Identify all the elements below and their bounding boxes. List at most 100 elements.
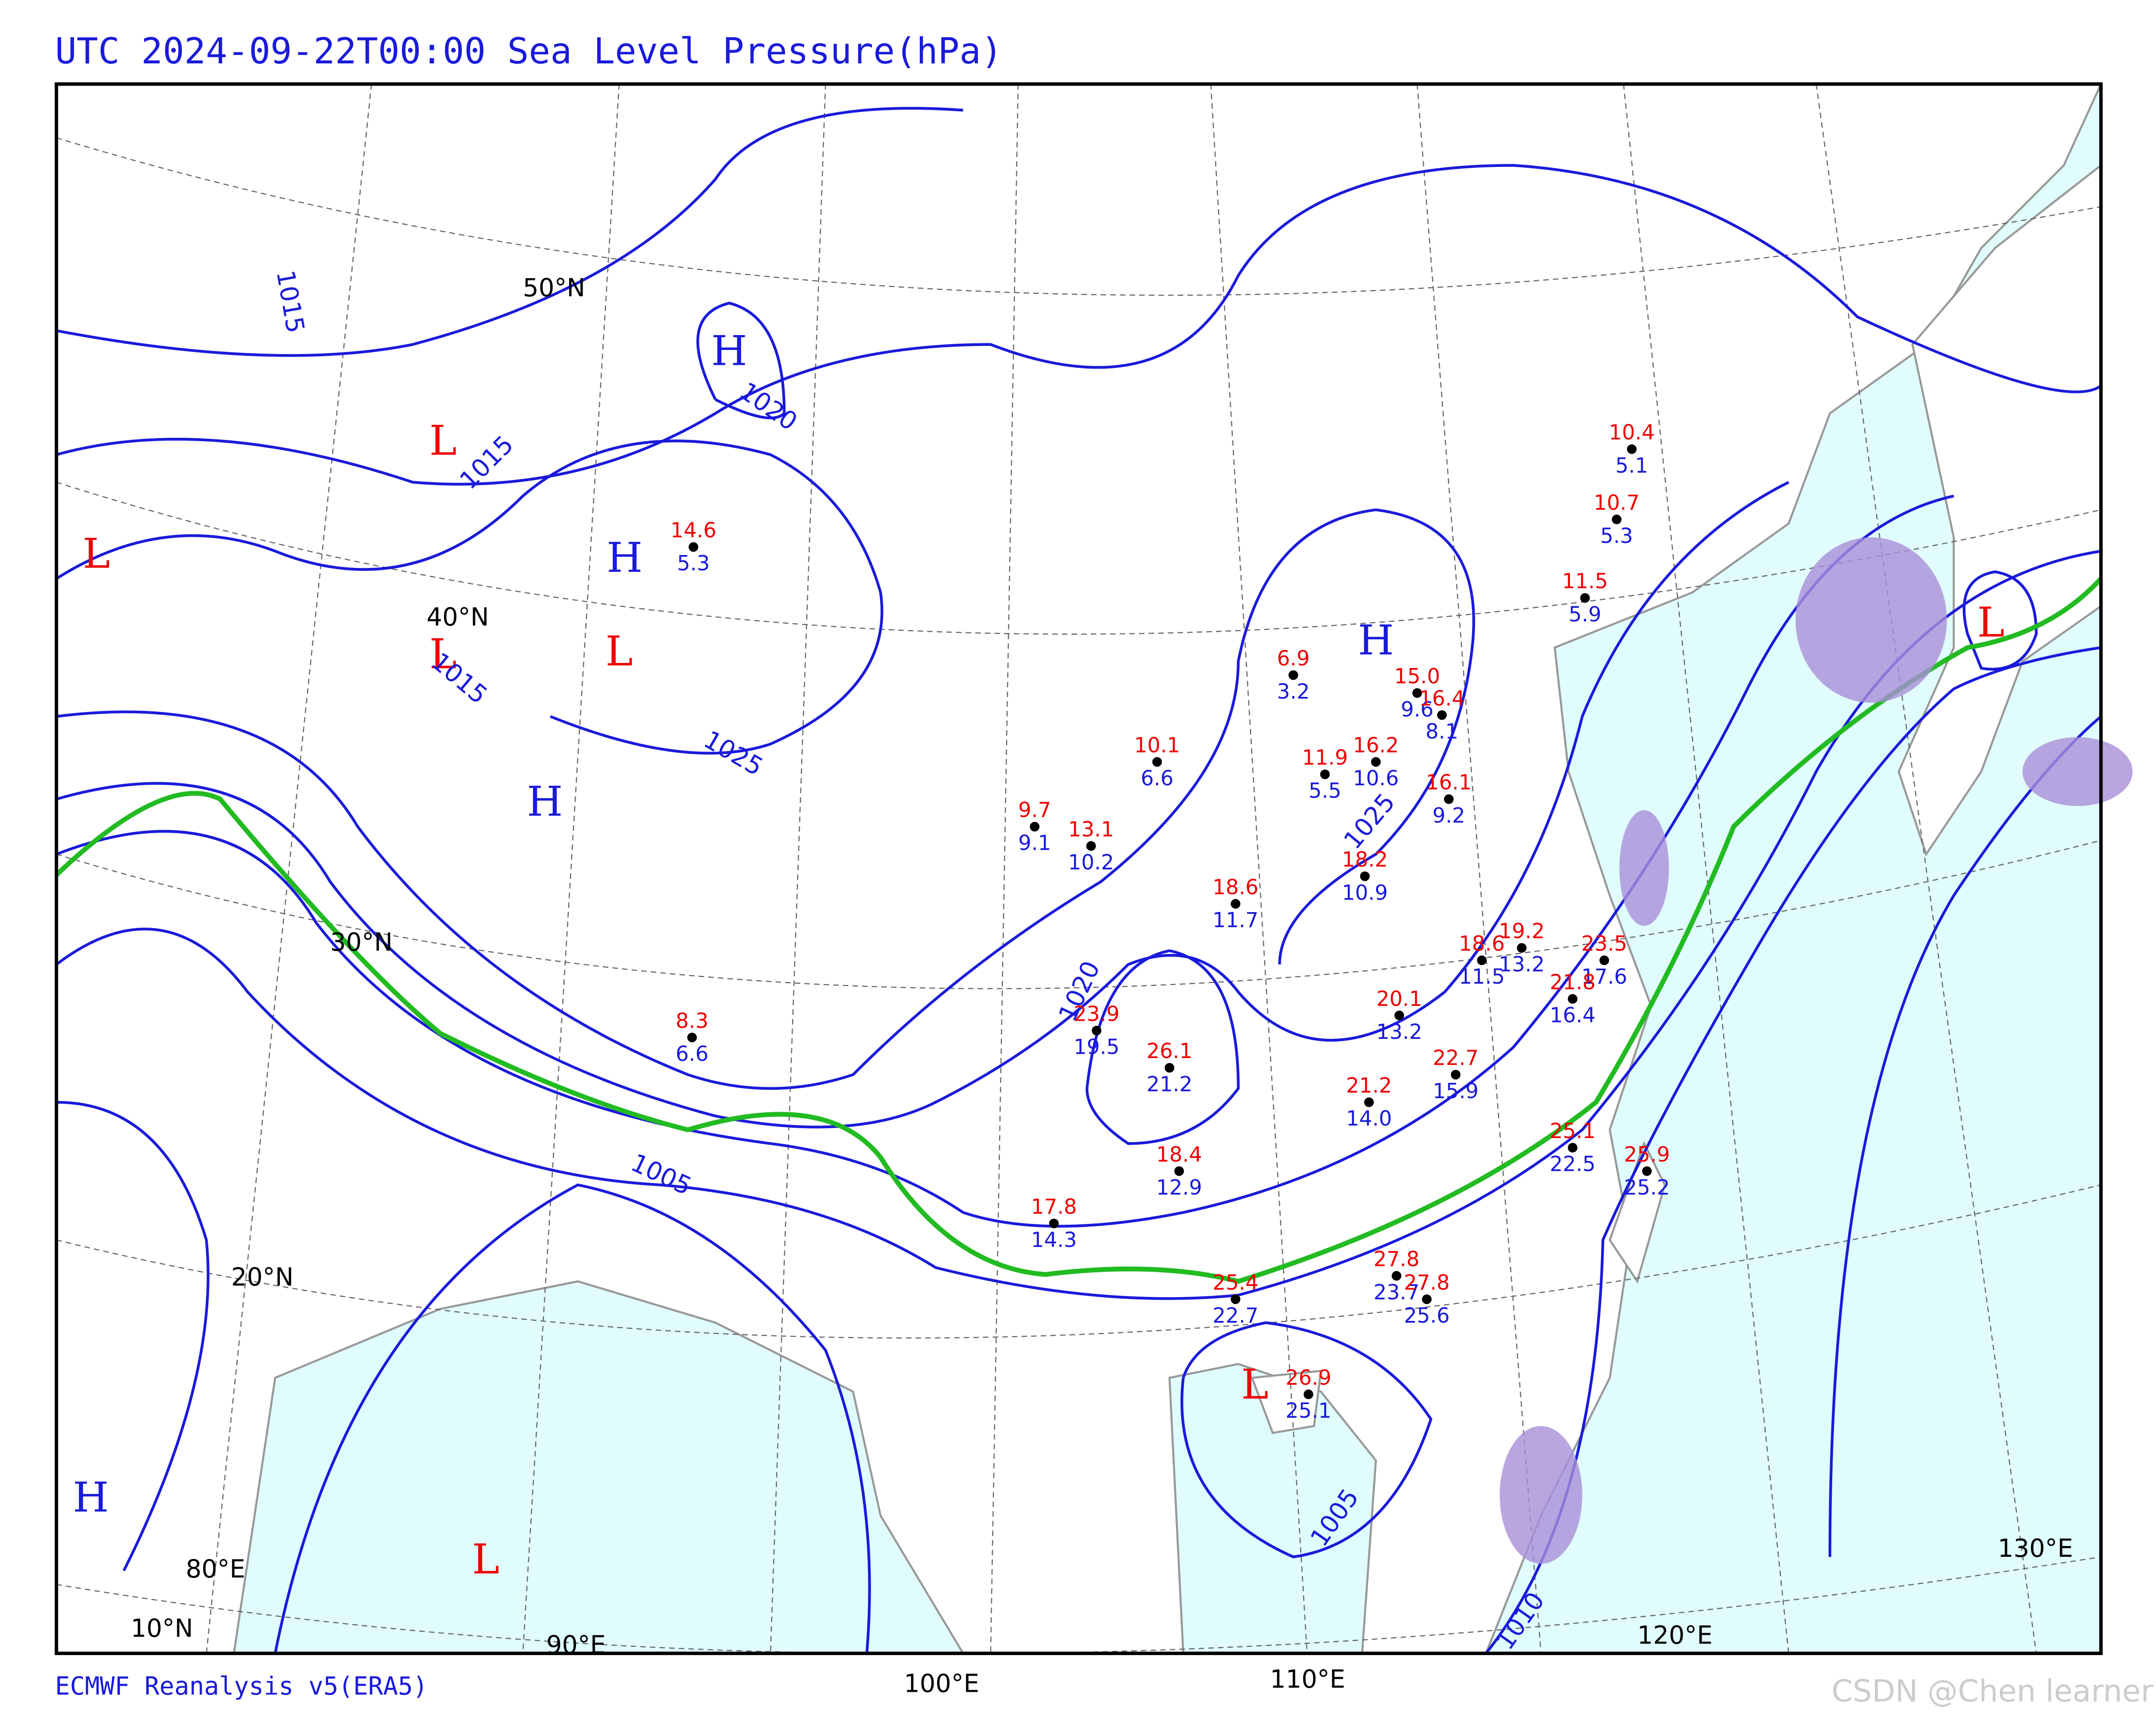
station-dot bbox=[1152, 757, 1162, 767]
station-temperature: 14.6 bbox=[671, 519, 717, 543]
land-features bbox=[1250, 163, 2102, 1434]
station-dewpoint: 13.2 bbox=[1376, 1020, 1423, 1044]
pressure-center: L bbox=[1241, 1360, 1269, 1408]
station-dewpoint: 10.9 bbox=[1342, 881, 1388, 905]
station-dot bbox=[1451, 1070, 1461, 1080]
graticule bbox=[56, 84, 2101, 1655]
station-dot bbox=[1231, 1294, 1241, 1304]
station-dewpoint: 9.6 bbox=[1401, 698, 1433, 721]
station-dewpoint: 5.5 bbox=[1309, 779, 1341, 803]
station-temperature: 13.1 bbox=[1068, 818, 1114, 841]
pressure-center: H bbox=[1358, 616, 1394, 665]
pressure-center: H bbox=[607, 533, 642, 582]
station-temperature: 16.1 bbox=[1426, 771, 1472, 795]
station-dewpoint: 5.1 bbox=[1615, 454, 1648, 478]
station-temperature: 21.8 bbox=[1550, 971, 1596, 994]
station-temperature: 23.5 bbox=[1581, 932, 1627, 956]
station-temperature: 6.9 bbox=[1277, 647, 1310, 671]
station-temperature: 11.9 bbox=[1302, 746, 1348, 770]
station-dewpoint: 5.3 bbox=[1600, 524, 1633, 548]
lat-label: 40°N bbox=[426, 602, 489, 631]
station-temperature: 26.1 bbox=[1147, 1040, 1193, 1063]
station-temperature: 27.8 bbox=[1373, 1248, 1420, 1271]
station-dot bbox=[1030, 822, 1040, 832]
station-temperature: 23.9 bbox=[1074, 1002, 1120, 1026]
pressure-center: L bbox=[429, 630, 457, 678]
station-dewpoint: 11.5 bbox=[1459, 965, 1505, 989]
pressure-center: L bbox=[1977, 598, 2005, 646]
station-temperature: 9.7 bbox=[1018, 799, 1051, 822]
station-temperature: 16.2 bbox=[1353, 734, 1399, 757]
station-dot bbox=[1444, 794, 1454, 804]
station-temperature: 27.8 bbox=[1404, 1271, 1450, 1295]
station-temperature: 15.0 bbox=[1394, 665, 1440, 689]
station-dewpoint: 12.9 bbox=[1156, 1176, 1202, 1200]
station-temperature: 21.2 bbox=[1346, 1074, 1392, 1098]
lon-label: 130°E bbox=[1998, 1534, 2073, 1563]
station-dot bbox=[1477, 955, 1487, 966]
station-temperature: 17.8 bbox=[1031, 1195, 1077, 1219]
lat-label: 50°N bbox=[523, 273, 586, 302]
station-dot bbox=[1091, 1026, 1102, 1035]
station-dot bbox=[1612, 514, 1622, 524]
station-dewpoint: 25.6 bbox=[1404, 1304, 1450, 1328]
lon-label: 80°E bbox=[186, 1555, 245, 1584]
station-dewpoint: 14.0 bbox=[1346, 1107, 1392, 1131]
station-dot bbox=[1049, 1218, 1059, 1229]
pressure-center: H bbox=[73, 1473, 109, 1521]
station-dewpoint: 6.6 bbox=[1141, 767, 1173, 790]
station-dot bbox=[1567, 1143, 1578, 1153]
station-dot bbox=[1437, 710, 1447, 720]
station-temperature: 22.7 bbox=[1433, 1047, 1479, 1070]
lat-label: 30°N bbox=[330, 928, 393, 957]
station-temperature: 20.1 bbox=[1376, 987, 1423, 1011]
station-dot bbox=[687, 1032, 697, 1042]
isobar-highlight bbox=[54, 577, 2103, 1284]
station-dewpoint: 25.2 bbox=[1624, 1176, 1670, 1200]
station-dewpoint: 10.6 bbox=[1353, 767, 1399, 790]
source: ECMWF Reanalysis v5(ERA5) bbox=[55, 1672, 428, 1701]
station-dot bbox=[1642, 1166, 1652, 1176]
lat-label: 10°N bbox=[131, 1614, 193, 1643]
station-dot bbox=[1422, 1294, 1432, 1304]
station-dewpoint: 3.2 bbox=[1277, 680, 1310, 704]
station-temperature: 26.9 bbox=[1285, 1366, 1332, 1390]
station-dewpoint: 13.2 bbox=[1499, 953, 1545, 976]
station-dewpoint: 14.3 bbox=[1031, 1228, 1077, 1252]
station-dot bbox=[1580, 593, 1590, 603]
station-temperature: 18.6 bbox=[1213, 875, 1259, 899]
station-dot bbox=[1086, 841, 1096, 851]
station-dot bbox=[1320, 769, 1330, 779]
station-dewpoint: 15.9 bbox=[1433, 1079, 1479, 1103]
pressure-center: L bbox=[605, 627, 633, 675]
station-dewpoint: 5.3 bbox=[677, 552, 710, 576]
lon-label: 120°E bbox=[1637, 1621, 1713, 1650]
lat-label: 20°N bbox=[231, 1263, 294, 1292]
station-temperature: 8.3 bbox=[676, 1009, 708, 1033]
station-dewpoint: 25.1 bbox=[1285, 1399, 1332, 1423]
station-dot bbox=[1231, 899, 1241, 909]
station-dot bbox=[1371, 757, 1381, 767]
precipitation-areas bbox=[1499, 537, 2133, 1564]
station-dot bbox=[1391, 1271, 1401, 1281]
station-dot bbox=[689, 542, 699, 552]
station-temperature: 10.4 bbox=[1609, 421, 1655, 445]
station-dot bbox=[1394, 1010, 1404, 1020]
station-temperature: 18.6 bbox=[1459, 932, 1505, 956]
station-dot bbox=[1165, 1063, 1175, 1073]
station-dewpoint: 9.2 bbox=[1432, 804, 1465, 828]
station-dot bbox=[1288, 670, 1298, 680]
station-dewpoint: 19.5 bbox=[1074, 1035, 1120, 1059]
pressure-center: H bbox=[711, 327, 747, 375]
map-border bbox=[54, 82, 2103, 1655]
station-dot bbox=[1599, 955, 1609, 966]
pressure-center: L bbox=[429, 416, 457, 464]
station-dot bbox=[1627, 444, 1637, 454]
lon-label: 110°E bbox=[1270, 1665, 1345, 1694]
station-temperature: 16.4 bbox=[1419, 687, 1465, 711]
station-dewpoint: 10.2 bbox=[1068, 851, 1114, 875]
station-dot bbox=[1304, 1389, 1313, 1399]
title: UTC 2024-09-22T00:00 Sea Level Pressure(… bbox=[55, 30, 1003, 72]
